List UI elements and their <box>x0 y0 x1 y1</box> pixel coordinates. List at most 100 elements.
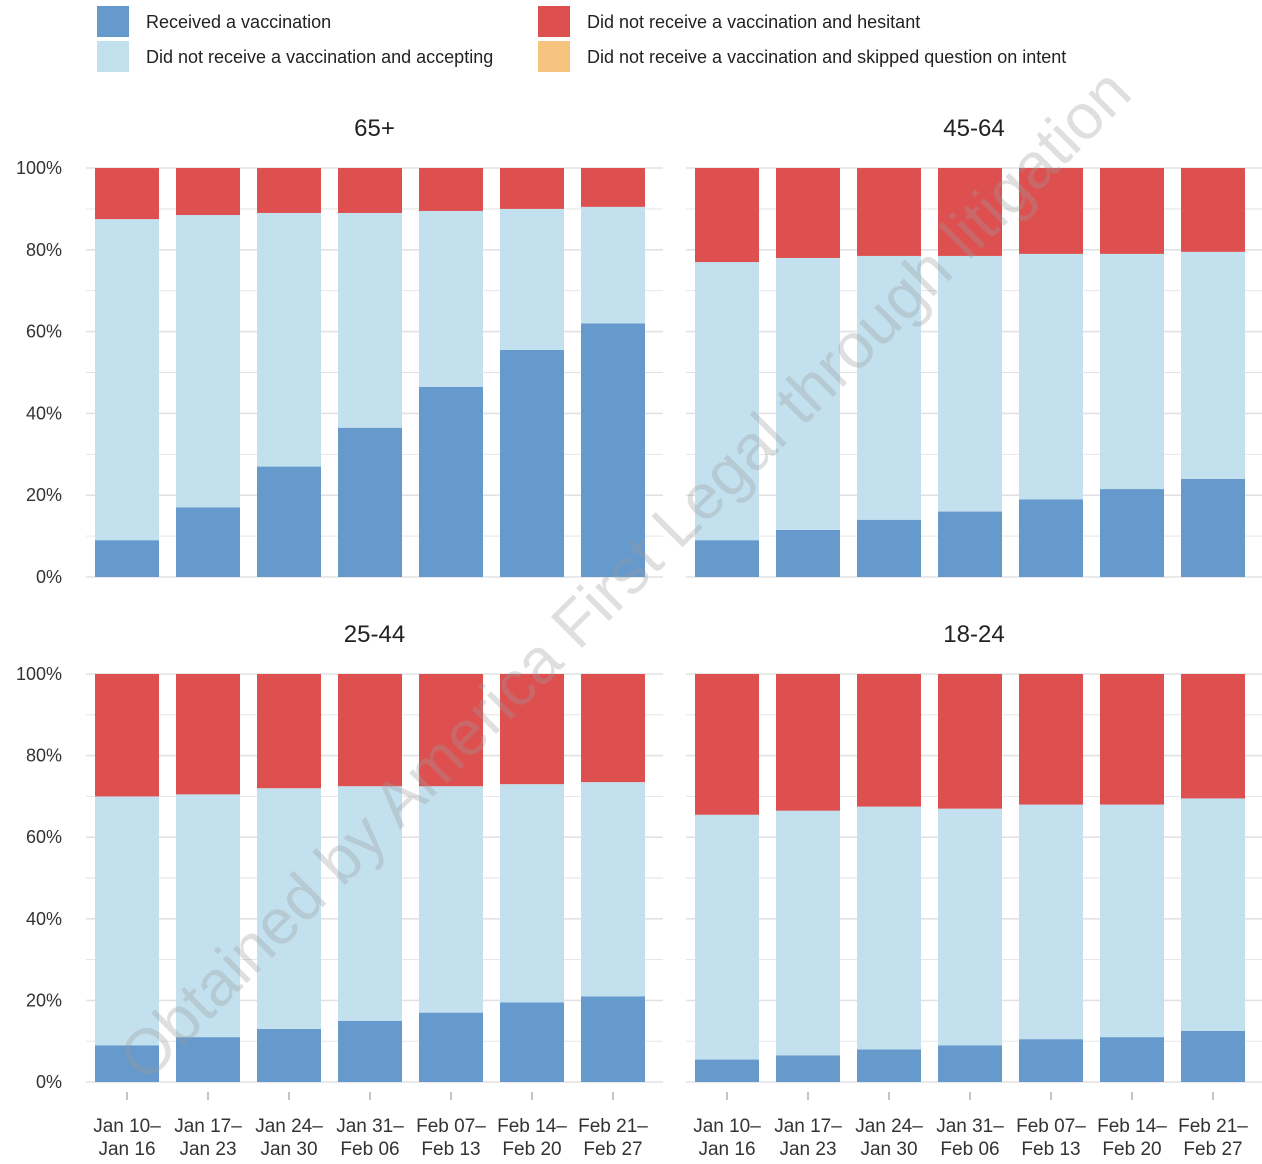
bar-received <box>176 1037 240 1082</box>
bar-received <box>257 466 321 577</box>
bar-hesitant <box>776 674 840 811</box>
legend-swatch-received <box>97 6 129 37</box>
x-tick-label-line1: Feb 21– <box>1178 1116 1248 1137</box>
x-tick-label-line1: Jan 31– <box>336 1116 404 1137</box>
bar-accepting <box>857 806 921 1050</box>
x-tick-label-line1: Feb 21– <box>578 1116 648 1137</box>
bar-received <box>1181 478 1245 577</box>
legend-item-hesitant: Did not receive a vaccination and hesita… <box>538 6 920 37</box>
bar-received <box>857 1049 921 1082</box>
x-tick-label-line2: Feb 06 <box>940 1139 999 1159</box>
bar-accepting <box>857 255 921 520</box>
bar-received <box>1100 1037 1164 1082</box>
x-tick-label-line1: Feb 07– <box>1016 1116 1086 1137</box>
y-tick-label: 0% <box>36 567 62 587</box>
bar-hesitant <box>857 674 921 807</box>
bar-accepting <box>500 208 564 351</box>
y-tick-label: 60% <box>26 827 62 847</box>
bar-received <box>500 1002 564 1082</box>
panel-title: 25-44 <box>344 621 405 648</box>
x-tick-label-line2: Feb 27 <box>583 1139 642 1159</box>
bar-received <box>176 507 240 577</box>
bar-accepting <box>776 810 840 1056</box>
bar-received <box>1019 1039 1083 1082</box>
y-tick-label: 20% <box>26 990 62 1010</box>
x-tick-label-line2: Jan 30 <box>260 1139 317 1159</box>
panel-title: 65+ <box>354 115 395 142</box>
bar-received <box>1019 499 1083 577</box>
x-tick-label-line2: Feb 13 <box>1021 1139 1080 1159</box>
bar-accepting <box>938 255 1002 512</box>
bar-received <box>1181 1031 1245 1082</box>
bar-accepting <box>1019 804 1083 1040</box>
x-tick-label-line2: Feb 13 <box>421 1139 480 1159</box>
x-tick-label-line1: Jan 10– <box>693 1116 761 1137</box>
bar-hesitant <box>1100 168 1164 254</box>
x-tick-label-line1: Jan 17– <box>174 1116 242 1137</box>
bar-accepting <box>257 788 321 1029</box>
bar-accepting <box>1100 253 1164 490</box>
bar-hesitant <box>857 168 921 256</box>
panel-title: 45-64 <box>943 115 1004 142</box>
bar-accepting <box>419 786 483 1013</box>
bar-received <box>938 511 1002 577</box>
bar-hesitant <box>1181 168 1245 252</box>
bar-received <box>938 1045 1002 1082</box>
bar-accepting <box>695 814 759 1060</box>
bar-received <box>257 1028 321 1082</box>
bar-received <box>857 519 921 577</box>
bar-hesitant <box>776 168 840 258</box>
bar-accepting <box>1181 251 1245 479</box>
x-tick-label-line2: Jan 23 <box>179 1139 236 1159</box>
legend-label-hesitant: Did not receive a vaccination and hesita… <box>587 12 920 32</box>
bar-accepting <box>176 215 240 508</box>
bar-hesitant <box>938 168 1002 256</box>
bar-accepting <box>1181 798 1245 1031</box>
bar-received <box>581 323 645 577</box>
y-tick-label: 40% <box>26 909 62 929</box>
bar-hesitant <box>500 168 564 209</box>
bar-accepting <box>95 219 159 541</box>
x-tick-label-line1: Jan 24– <box>255 1116 323 1137</box>
legend-label-accepting: Did not receive a vaccination and accept… <box>146 47 493 67</box>
bar-received <box>95 540 159 577</box>
x-tick-label-line2: Jan 16 <box>698 1139 755 1159</box>
bar-accepting <box>776 257 840 530</box>
bar-hesitant <box>338 168 402 213</box>
bar-accepting <box>176 794 240 1038</box>
bar-hesitant <box>95 674 159 797</box>
x-tick-label-line2: Jan 16 <box>98 1139 155 1159</box>
legend-swatch-hesitant <box>538 6 570 37</box>
y-tick-label: 60% <box>26 322 62 342</box>
bar-hesitant <box>176 168 240 216</box>
bar-accepting <box>581 206 645 324</box>
bar-hesitant <box>95 168 159 220</box>
x-tick-label-line2: Feb 27 <box>1183 1139 1242 1159</box>
bar-accepting <box>338 786 402 1021</box>
bar-hesitant <box>419 674 483 787</box>
legend-item-received: Received a vaccination <box>97 6 331 37</box>
bar-received <box>419 1012 483 1082</box>
bar-received <box>776 529 840 577</box>
bar-hesitant <box>581 168 645 207</box>
bar-received <box>581 996 645 1082</box>
x-tick-label-line2: Jan 30 <box>860 1139 917 1159</box>
legend-label-received: Received a vaccination <box>146 12 331 32</box>
y-tick-label: 80% <box>26 240 62 260</box>
x-tick-label-line1: Feb 07– <box>416 1116 486 1137</box>
y-tick-label: 80% <box>26 746 62 766</box>
bar-accepting <box>581 782 645 997</box>
panel-65plus: 65+ 0% 20% 40% 60% 80% 100% <box>16 115 663 587</box>
y-tick-label: 20% <box>26 485 62 505</box>
bar-hesitant <box>1181 674 1245 799</box>
bar-received <box>500 350 564 577</box>
bar-received <box>95 1045 159 1082</box>
bar-received <box>1100 489 1164 577</box>
legend-label-skipped: Did not receive a vaccination and skippe… <box>587 47 1066 67</box>
bar-received <box>776 1055 840 1082</box>
bar-hesitant <box>695 674 759 815</box>
y-tick-label: 100% <box>16 664 62 684</box>
legend-item-skipped: Did not receive a vaccination and skippe… <box>538 41 1066 72</box>
